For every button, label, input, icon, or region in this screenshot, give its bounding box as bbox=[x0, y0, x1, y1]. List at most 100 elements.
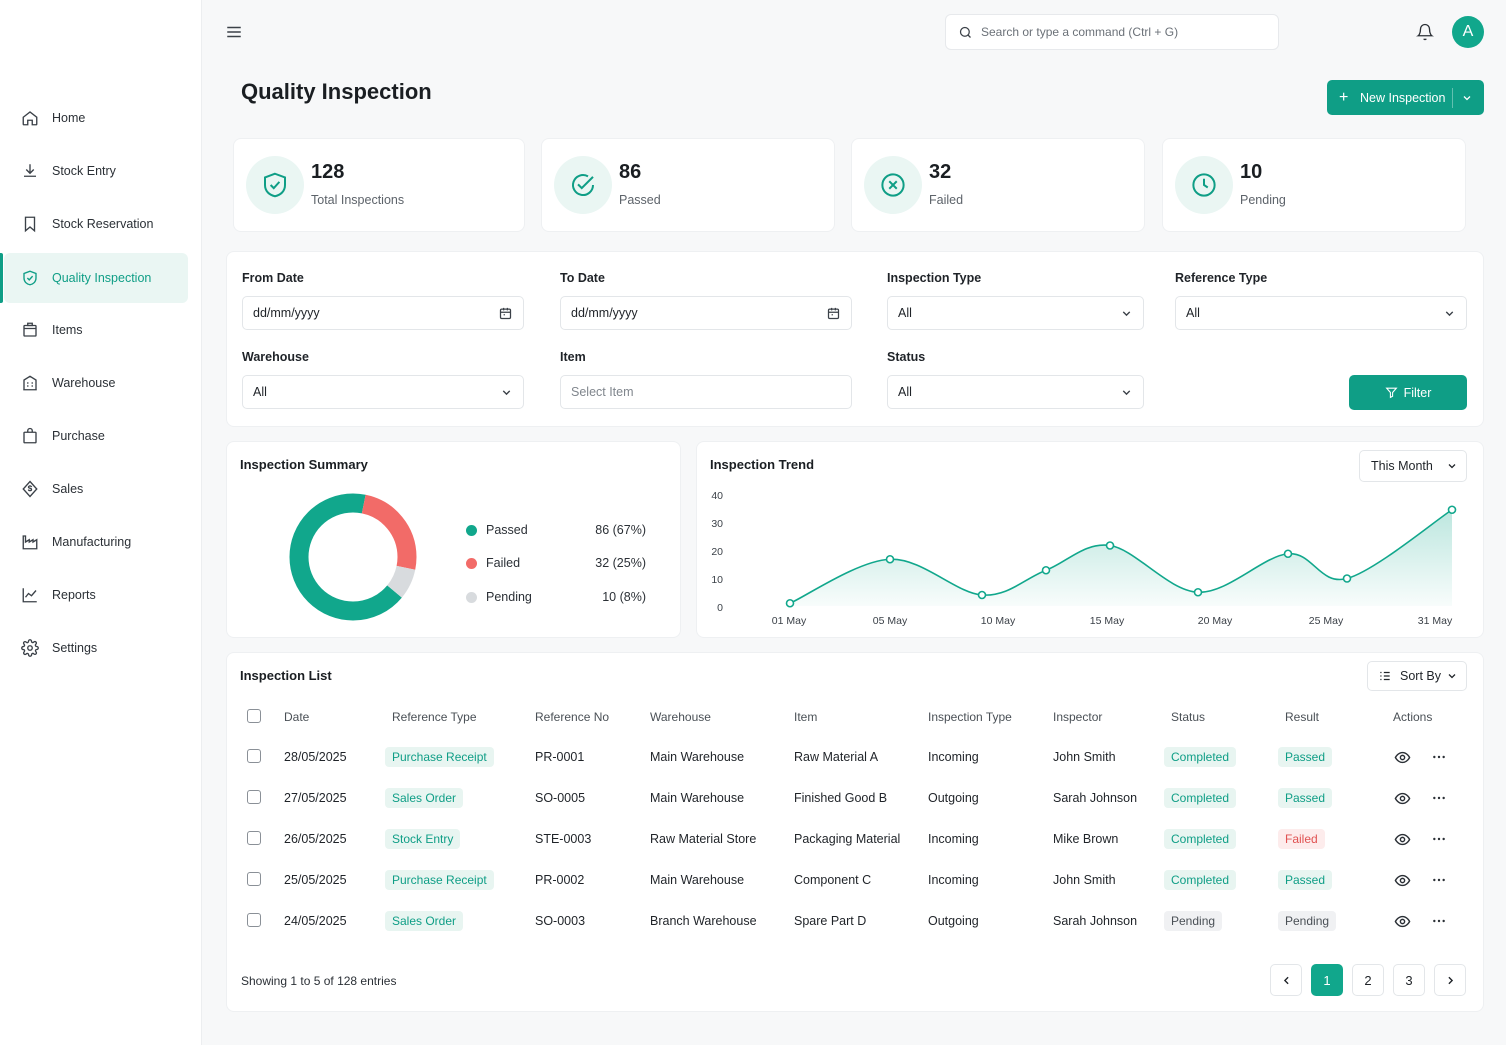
filter-button[interactable]: Filter bbox=[1349, 375, 1467, 410]
cell-ref-no[interactable]: PR-0002 bbox=[535, 873, 585, 887]
chevron-down-icon[interactable] bbox=[1461, 92, 1473, 104]
row-checkbox[interactable] bbox=[247, 790, 261, 804]
sidebar-item-stock-reservation[interactable]: Stock Reservation bbox=[4, 199, 188, 249]
column-header[interactable]: Status bbox=[1171, 710, 1206, 724]
sidebar-item-manufacturing[interactable]: Manufacturing bbox=[4, 517, 188, 567]
sidebar-item-label: Stock Entry bbox=[52, 164, 116, 178]
sidebar-item-warehouse[interactable]: Warehouse bbox=[4, 358, 188, 408]
from-date-field[interactable]: dd/mm/yyyy bbox=[242, 296, 524, 330]
view-eye-icon[interactable] bbox=[1392, 788, 1412, 808]
x-circle-icon bbox=[864, 156, 922, 214]
next-page-button[interactable] bbox=[1434, 964, 1466, 996]
column-header[interactable]: Reference Type bbox=[392, 710, 477, 724]
cell-ref-no[interactable]: SO-0005 bbox=[535, 791, 586, 805]
item-label: Item bbox=[560, 350, 586, 364]
to-date-label: To Date bbox=[560, 271, 605, 285]
stat-label: Total Inspections bbox=[311, 193, 405, 207]
column-header[interactable]: Inspection Type bbox=[928, 710, 1012, 724]
cell-inspector: Sarah Johnson bbox=[1053, 914, 1138, 928]
new-inspection-button[interactable]: + New Inspection bbox=[1327, 80, 1484, 115]
sidebar-item-label: Home bbox=[52, 111, 86, 125]
avatar[interactable]: A bbox=[1452, 16, 1484, 48]
cell-ref-no[interactable]: STE-0003 bbox=[535, 832, 592, 846]
cell-ref-no[interactable]: PR-0001 bbox=[535, 750, 585, 764]
search-box[interactable] bbox=[945, 14, 1279, 50]
row-checkbox[interactable] bbox=[247, 872, 261, 886]
sidebar-item-purchase[interactable]: Purchase bbox=[4, 411, 188, 461]
filter-button-label: Filter bbox=[1403, 385, 1432, 400]
status-select[interactable]: All bbox=[887, 375, 1144, 409]
ref-type-badge: Purchase Receipt bbox=[385, 747, 494, 767]
summary-panel: Inspection Summary Passed 86 (67%) Faile… bbox=[226, 441, 681, 638]
factory-icon bbox=[20, 532, 40, 552]
more-options-icon[interactable] bbox=[1429, 870, 1449, 890]
page-title: Quality Inspection bbox=[241, 79, 432, 104]
sidebar-item-reports[interactable]: Reports bbox=[4, 570, 188, 620]
search-input[interactable] bbox=[981, 25, 1261, 39]
building-icon bbox=[20, 373, 40, 393]
page-button[interactable]: 1 bbox=[1311, 964, 1343, 996]
to-date-field[interactable]: dd/mm/yyyy bbox=[560, 296, 852, 330]
y-tick-label: 30 bbox=[711, 518, 723, 530]
more-options-icon[interactable] bbox=[1429, 747, 1449, 767]
select-all-checkbox[interactable] bbox=[247, 709, 261, 723]
view-eye-icon[interactable] bbox=[1392, 747, 1412, 767]
column-header[interactable]: Actions bbox=[1393, 710, 1433, 724]
trend-point bbox=[1342, 574, 1352, 583]
calendar-icon[interactable] bbox=[826, 306, 841, 321]
view-eye-icon[interactable] bbox=[1392, 829, 1412, 849]
status-label: Status bbox=[887, 350, 926, 364]
status-badge: Completed bbox=[1164, 829, 1237, 849]
legend-label: Pending bbox=[486, 590, 532, 604]
more-options-icon[interactable] bbox=[1429, 911, 1449, 931]
calendar-icon[interactable] bbox=[498, 306, 513, 321]
more-options-icon[interactable] bbox=[1429, 829, 1449, 849]
column-header[interactable]: Result bbox=[1285, 710, 1320, 724]
x-tick-label: 10 May bbox=[981, 615, 1016, 627]
stat-card-failed: 32 Failed bbox=[851, 138, 1145, 232]
inspection-type-select[interactable]: All bbox=[887, 296, 1144, 330]
ref-type-badge: Sales Order bbox=[385, 788, 464, 808]
row-checkbox[interactable] bbox=[247, 913, 261, 927]
cell-inspector: John Smith bbox=[1053, 750, 1116, 764]
column-header[interactable]: Warehouse bbox=[650, 710, 711, 724]
column-header[interactable]: Date bbox=[284, 710, 310, 724]
period-select[interactable]: This Month bbox=[1359, 450, 1467, 482]
view-eye-icon[interactable] bbox=[1392, 870, 1412, 890]
sort-by-button[interactable]: Sort By bbox=[1367, 661, 1467, 691]
sidebar-item-items[interactable]: Items bbox=[4, 305, 188, 355]
more-options-icon[interactable] bbox=[1429, 788, 1449, 808]
cell-item: Component C bbox=[794, 873, 872, 887]
notifications-button[interactable] bbox=[1414, 21, 1436, 43]
page-button[interactable]: 2 bbox=[1352, 964, 1384, 996]
sidebar-item-stock-entry[interactable]: Stock Entry bbox=[4, 146, 188, 196]
sidebar-item-settings[interactable]: Settings bbox=[4, 623, 188, 673]
prev-page-button[interactable] bbox=[1270, 964, 1302, 996]
sidebar-item-sales[interactable]: Sales bbox=[4, 464, 188, 514]
search-icon bbox=[959, 26, 971, 38]
column-header[interactable]: Reference No bbox=[535, 710, 610, 724]
hamburger-menu-button[interactable] bbox=[222, 20, 246, 44]
warehouse-select[interactable]: All bbox=[242, 375, 524, 409]
row-checkbox[interactable] bbox=[247, 831, 261, 845]
x-tick-label: 20 May bbox=[1198, 615, 1233, 627]
cell-item: Spare Part D bbox=[794, 914, 867, 928]
shopping-bag-icon bbox=[20, 426, 40, 446]
row-checkbox[interactable] bbox=[247, 749, 261, 763]
stat-label: Passed bbox=[619, 193, 661, 207]
sidebar-item-home[interactable]: Home bbox=[4, 93, 188, 143]
chart-icon bbox=[20, 585, 40, 605]
item-field[interactable]: Select Item bbox=[560, 375, 852, 409]
column-header[interactable]: Item bbox=[794, 710, 818, 724]
y-tick-label: 40 bbox=[711, 490, 723, 502]
page-button[interactable]: 3 bbox=[1393, 964, 1425, 996]
reference-type-select[interactable]: All bbox=[1175, 296, 1467, 330]
column-header[interactable]: Inspector bbox=[1053, 710, 1103, 724]
sidebar-item-quality-inspection[interactable]: Quality Inspection bbox=[4, 253, 188, 303]
chevron-down-icon bbox=[1443, 307, 1456, 320]
cell-insp-type: Outgoing bbox=[928, 791, 979, 805]
cell-ref-no[interactable]: SO-0003 bbox=[535, 914, 586, 928]
warehouse-value: All bbox=[253, 385, 267, 399]
active-indicator bbox=[0, 253, 3, 303]
view-eye-icon[interactable] bbox=[1392, 911, 1412, 931]
